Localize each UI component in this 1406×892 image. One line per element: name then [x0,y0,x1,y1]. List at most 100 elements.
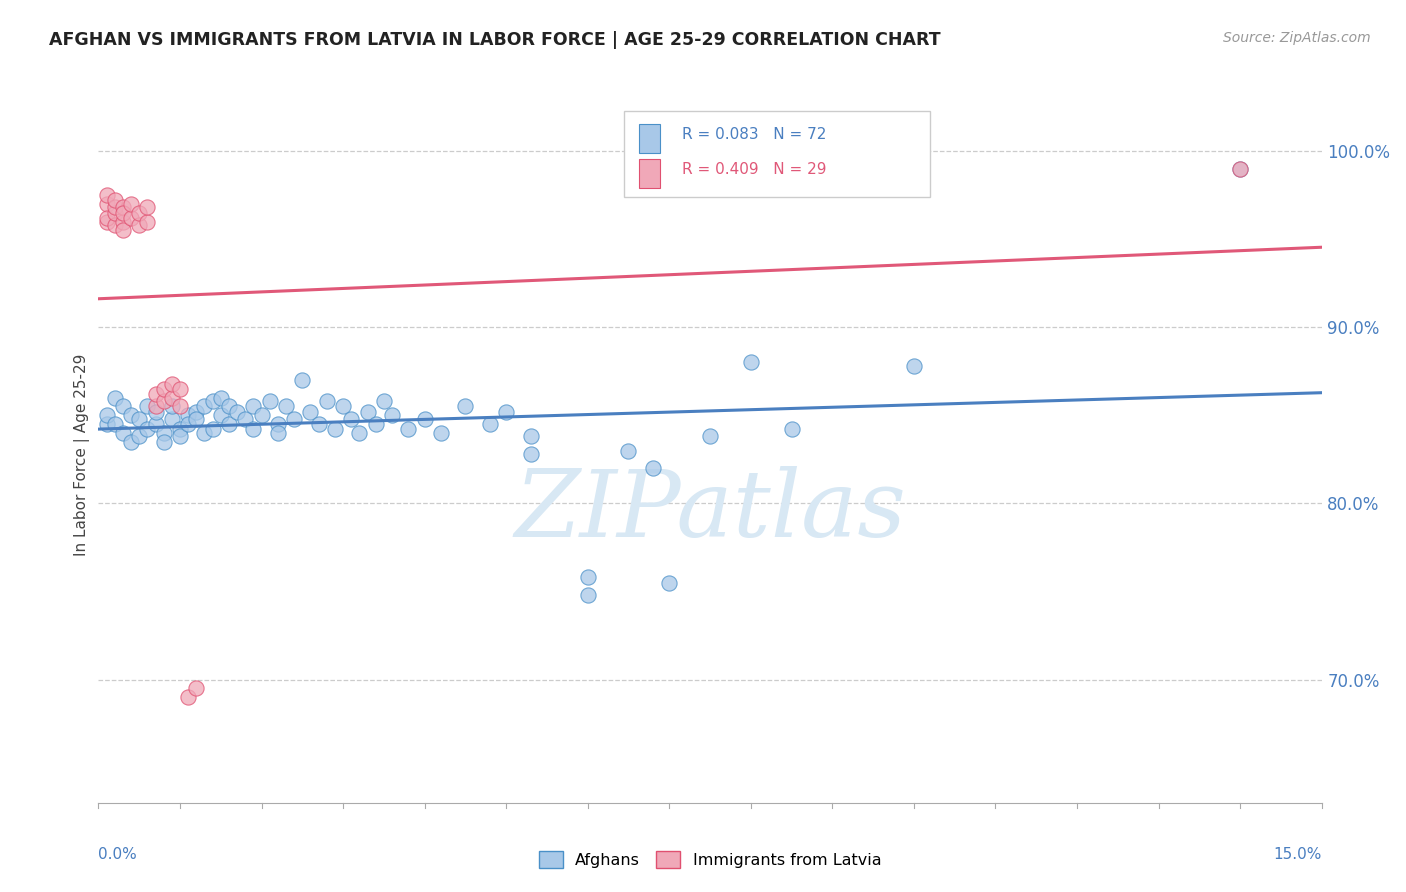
Point [160,400,183,414]
Point [267,417,290,431]
Point [641,461,664,475]
Point [576,570,599,584]
Point [308,417,330,431]
Point [218,417,240,431]
Point [699,429,721,443]
Point [96,197,118,211]
Point [96,188,118,202]
Point [193,400,215,414]
Legend: Afghans, Immigrants from Latvia: Afghans, Immigrants from Latvia [531,845,889,875]
Point [356,405,378,419]
Point [177,690,200,705]
Point [201,422,224,436]
Text: AFGHAN VS IMMIGRANTS FROM LATVIA IN LABOR FORCE | AGE 25-29 CORRELATION CHART: AFGHAN VS IMMIGRANTS FROM LATVIA IN LABO… [49,31,941,49]
Point [218,400,240,414]
Text: 15.0%: 15.0% [1274,847,1322,862]
Point [283,412,305,426]
Point [250,409,273,423]
Point [193,425,215,440]
Point [1229,161,1251,176]
Point [186,405,208,419]
Point [152,434,174,449]
Point [111,425,134,440]
Text: 0.0%: 0.0% [98,847,138,862]
Text: R = 0.409   N = 29: R = 0.409 N = 29 [682,162,827,178]
Point [658,575,681,590]
Point [160,391,183,405]
Point [128,218,150,232]
Point [104,205,127,219]
Point [454,400,477,414]
Point [120,409,142,423]
Point [96,214,118,228]
Point [120,211,142,225]
Point [145,405,167,419]
Point [233,412,256,426]
Point [120,197,142,211]
FancyBboxPatch shape [640,159,661,187]
Text: ZIPatlas: ZIPatlas [515,466,905,556]
Point [96,417,118,431]
Point [315,394,337,409]
Point [430,425,453,440]
Text: R = 0.083   N = 72: R = 0.083 N = 72 [682,128,827,143]
Point [160,376,183,391]
Point [364,417,387,431]
Point [299,405,322,419]
Point [209,391,232,405]
Point [136,422,159,436]
Point [617,443,640,458]
Point [519,447,541,461]
FancyBboxPatch shape [624,111,931,197]
Point [152,382,174,396]
Point [136,400,159,414]
Point [111,400,134,414]
Point [169,382,191,396]
Point [96,409,118,423]
Point [128,205,150,219]
Point [96,211,118,225]
Point [226,405,249,419]
Point [903,359,925,373]
Point [111,223,134,237]
Point [111,201,134,215]
Point [478,417,501,431]
Point [274,400,297,414]
Point [145,417,167,431]
Point [1229,161,1251,176]
Point [169,400,191,414]
Point [259,394,281,409]
Point [201,394,224,409]
Point [519,429,541,443]
Point [169,429,191,443]
Point [291,373,314,387]
Point [136,201,159,215]
Point [152,425,174,440]
Point [576,588,599,602]
Point [242,400,264,414]
Point [128,412,150,426]
Point [381,409,404,423]
Point [413,412,436,426]
Point [145,400,167,414]
Point [177,409,200,423]
Point [740,355,762,369]
Point [111,214,134,228]
Point [323,422,346,436]
Point [104,417,127,431]
Point [169,422,191,436]
Point [396,422,419,436]
Point [242,422,264,436]
FancyBboxPatch shape [640,124,661,153]
Point [186,412,208,426]
Y-axis label: In Labor Force | Age 25-29: In Labor Force | Age 25-29 [75,354,90,556]
Point [373,394,395,409]
Point [104,218,127,232]
Point [780,422,803,436]
Point [340,412,363,426]
Text: Source: ZipAtlas.com: Source: ZipAtlas.com [1223,31,1371,45]
Point [145,387,167,401]
Point [332,400,354,414]
Point [177,417,200,431]
Point [495,405,517,419]
